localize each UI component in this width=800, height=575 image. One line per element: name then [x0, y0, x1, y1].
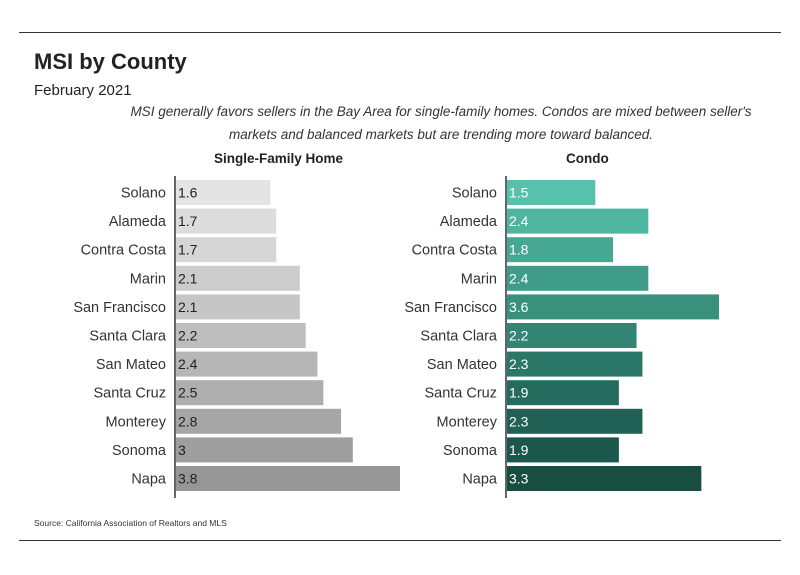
- sfh-value-label-san-mateo: 2.4: [178, 356, 198, 372]
- sfh-category-label-solano: Solano: [121, 186, 166, 202]
- condo-bar-san-francisco: [507, 294, 719, 320]
- condo-value-label-alameda: 2.4: [509, 213, 529, 229]
- condo-bar-alameda: [507, 208, 649, 234]
- sfh-category-label-monterey: Monterey: [106, 414, 167, 430]
- condo-value-label-napa: 3.3: [509, 471, 529, 487]
- sfh-category-label-sonoma: Sonoma: [112, 443, 167, 459]
- condo-bar-marin: [507, 265, 649, 291]
- sfh-bar-marin: [176, 265, 300, 291]
- condo-category-label-san-mateo: San Mateo: [427, 357, 497, 373]
- sfh-value-label-napa: 3.8: [178, 471, 198, 487]
- sfh-category-label-san-francisco: San Francisco: [73, 300, 166, 316]
- condo-category-label-solano: Solano: [452, 186, 497, 202]
- condo-category-label-monterey: Monterey: [437, 414, 498, 430]
- sfh-category-label-napa: Napa: [131, 472, 167, 488]
- sfh-bar-contra-costa: [176, 237, 277, 263]
- sfh-value-label-marin: 2.1: [178, 270, 198, 286]
- sfh-bar-santa-cruz: [176, 380, 324, 406]
- sfh-bar-san-francisco: [176, 294, 300, 320]
- condo-bar-solano: [507, 180, 596, 205]
- condo-category-label-sonoma: Sonoma: [443, 443, 498, 459]
- chart-title: MSI by County: [34, 49, 187, 74]
- condo-bar-santa-clara: [507, 323, 637, 348]
- condo-value-label-santa-cruz: 1.9: [509, 385, 529, 401]
- sfh-category-label-santa-cruz: Santa Cruz: [93, 386, 166, 402]
- sfh-value-label-monterey: 2.8: [178, 413, 198, 429]
- sfh-bar-san-mateo: [176, 351, 318, 377]
- top-rule: [19, 32, 781, 33]
- condo-bar-monterey: [507, 408, 643, 434]
- condo-value-label-marin: 2.4: [509, 270, 529, 286]
- condo-category-label-santa-cruz: Santa Cruz: [424, 386, 497, 402]
- bottom-rule: [19, 540, 781, 541]
- sfh-bar-solano: [176, 180, 271, 205]
- condo-value-label-san-francisco: 3.6: [509, 299, 529, 315]
- sfh-category-label-alameda: Alameda: [109, 214, 167, 230]
- sfh-value-label-solano: 1.6: [178, 185, 198, 201]
- condo-value-label-monterey: 2.3: [509, 413, 529, 429]
- sfh-bar-alameda: [176, 208, 277, 234]
- condo-category-label-marin: Marin: [461, 271, 497, 287]
- condo-bar-santa-cruz: [507, 380, 619, 406]
- sfh-value-label-alameda: 1.7: [178, 213, 198, 229]
- condo-value-label-santa-clara: 2.2: [509, 328, 529, 344]
- sfh-value-label-santa-cruz: 2.5: [178, 385, 198, 401]
- panel-title-condo: Condo: [566, 151, 609, 166]
- chart-subtitle: February 2021: [34, 82, 132, 99]
- condo-category-label-contra-costa: Contra Costa: [412, 243, 498, 259]
- condo-bar-san-mateo: [507, 351, 643, 377]
- condo-bar-napa: [507, 466, 702, 491]
- sfh-value-label-sonoma: 3: [178, 442, 186, 458]
- condo-value-label-solano: 1.5: [509, 185, 529, 201]
- sfh-bar-napa: [176, 466, 400, 491]
- condo-value-label-contra-costa: 1.8: [509, 242, 529, 258]
- panel-title-single-family: Single-Family Home: [214, 151, 344, 166]
- condo-bar-contra-costa: [507, 237, 613, 263]
- source-note: Source: California Association of Realto…: [34, 518, 227, 528]
- condo-bar-sonoma: [507, 437, 619, 463]
- sfh-category-label-santa-clara: Santa Clara: [89, 329, 167, 345]
- sfh-category-label-contra-costa: Contra Costa: [81, 243, 167, 259]
- condo-category-label-alameda: Alameda: [440, 214, 498, 230]
- condo-category-label-san-francisco: San Francisco: [404, 300, 497, 316]
- chart-note: MSI generally favors sellers in the Bay …: [130, 104, 752, 142]
- sfh-value-label-contra-costa: 1.7: [178, 242, 198, 258]
- single-family-chart: Solano 1.6 Alameda 1.7 Contra Costa 1.7 Marin 2…: [73, 176, 400, 498]
- sfh-bar-santa-clara: [176, 323, 306, 348]
- sfh-value-label-san-francisco: 2.1: [178, 299, 198, 315]
- condo-category-label-napa: Napa: [462, 472, 498, 488]
- sfh-bar-sonoma: [176, 437, 353, 463]
- condo-value-label-sonoma: 1.9: [509, 442, 529, 458]
- sfh-value-label-santa-clara: 2.2: [178, 328, 198, 344]
- sfh-category-label-san-mateo: San Mateo: [96, 357, 166, 373]
- condo-value-label-san-mateo: 2.3: [509, 356, 529, 372]
- sfh-category-label-marin: Marin: [130, 271, 166, 287]
- condo-category-label-santa-clara: Santa Clara: [420, 329, 498, 345]
- condo-chart: Solano 1.5 Alameda 2.4 Contra Costa 1.8 Marin 2…: [404, 176, 719, 498]
- sfh-bar-monterey: [176, 408, 342, 434]
